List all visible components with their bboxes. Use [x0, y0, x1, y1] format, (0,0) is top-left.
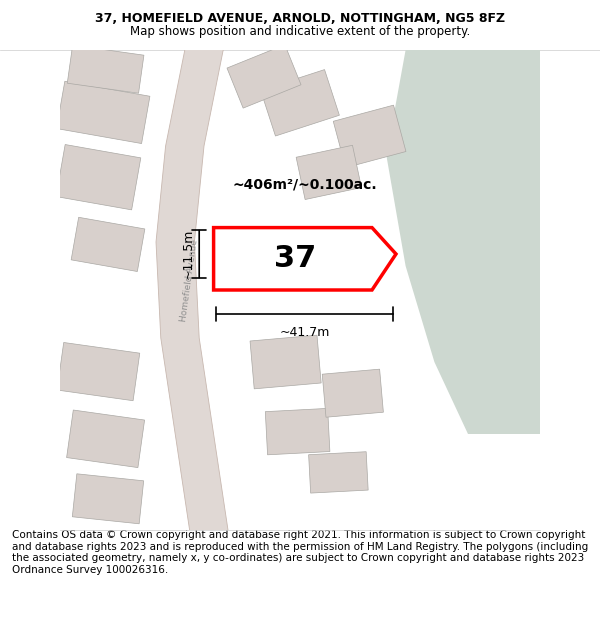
Text: 37, HOMEFIELD AVENUE, ARNOLD, NOTTINGHAM, NG5 8FZ: 37, HOMEFIELD AVENUE, ARNOLD, NOTTINGHAM… [95, 12, 505, 26]
Text: ~406m²/~0.100ac.: ~406m²/~0.100ac. [233, 177, 377, 191]
FancyBboxPatch shape [67, 45, 144, 93]
Polygon shape [156, 50, 228, 530]
FancyBboxPatch shape [73, 474, 143, 524]
FancyBboxPatch shape [71, 217, 145, 271]
Text: 37: 37 [274, 244, 316, 273]
FancyBboxPatch shape [227, 44, 301, 108]
Text: Map shows position and indicative extent of the property.: Map shows position and indicative extent… [130, 24, 470, 38]
FancyBboxPatch shape [56, 144, 141, 210]
FancyBboxPatch shape [308, 452, 368, 493]
Polygon shape [214, 228, 396, 290]
Polygon shape [386, 50, 540, 434]
Text: ~11.5m: ~11.5m [181, 229, 194, 279]
FancyBboxPatch shape [260, 69, 340, 136]
FancyBboxPatch shape [67, 410, 145, 468]
FancyBboxPatch shape [296, 145, 361, 199]
FancyBboxPatch shape [57, 342, 140, 401]
Text: Contains OS data © Crown copyright and database right 2021. This information is : Contains OS data © Crown copyright and d… [12, 530, 588, 575]
FancyBboxPatch shape [265, 408, 330, 455]
FancyBboxPatch shape [333, 105, 406, 168]
FancyBboxPatch shape [56, 81, 150, 144]
Text: Homefield Avenue: Homefield Avenue [179, 239, 200, 322]
FancyBboxPatch shape [322, 369, 383, 418]
Text: ~41.7m: ~41.7m [280, 326, 330, 339]
FancyBboxPatch shape [250, 335, 321, 389]
